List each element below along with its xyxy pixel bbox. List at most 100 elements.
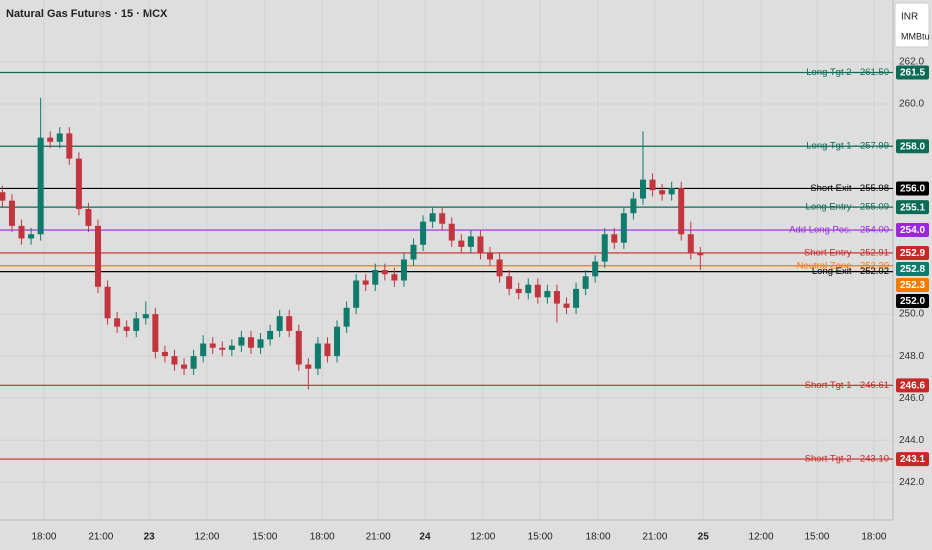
- level-label: Short Exit - 255.98: [810, 183, 889, 194]
- candle-body: [515, 288, 522, 294]
- candle-body: [295, 330, 302, 365]
- x-tick-label: 21:00: [366, 532, 391, 543]
- candle-body: [85, 209, 92, 226]
- candle-body: [181, 364, 188, 369]
- candle-body: [219, 347, 226, 350]
- candle-body: [142, 314, 149, 319]
- candle-body: [8, 200, 15, 226]
- candle-body: [678, 188, 685, 235]
- candle-body: [56, 133, 63, 142]
- candle-body: [104, 286, 111, 319]
- price-badge-label: 258.0: [900, 141, 925, 152]
- y-tick-label: 244.0: [899, 435, 924, 446]
- price-badge: [896, 378, 929, 393]
- candle-body: [228, 345, 235, 350]
- candle-body: [649, 179, 656, 191]
- candle-body: [353, 280, 360, 308]
- price-badge-label: 246.6: [900, 380, 925, 391]
- level-label: Short Entry - 252.91: [804, 247, 889, 258]
- x-tick-label: 21:00: [88, 532, 113, 543]
- price-badge-label: 252.8: [900, 264, 925, 275]
- candle-body: [534, 284, 541, 298]
- candle-body: [544, 290, 551, 298]
- y-tick-label: 262.0: [899, 57, 924, 68]
- candle-body: [152, 314, 159, 352]
- candle-body: [161, 351, 168, 357]
- price-badge: [896, 277, 929, 292]
- x-tick-label: 23: [144, 532, 156, 543]
- candle-body: [496, 259, 503, 277]
- level-label: Long Exit - 252.02: [812, 266, 889, 277]
- candle-body: [487, 253, 494, 260]
- candle-body: [525, 284, 532, 294]
- price-badge: [896, 245, 929, 260]
- candle-body: [123, 326, 130, 331]
- x-tick-label: 12:00: [470, 532, 495, 543]
- candle-body: [171, 356, 178, 365]
- candle-body: [362, 280, 369, 285]
- candle-body: [458, 240, 465, 247]
- currency: INR: [901, 12, 918, 23]
- candle-body: [114, 318, 121, 327]
- price-badge: [896, 452, 929, 467]
- candle-body: [697, 253, 704, 256]
- candle-body: [28, 234, 35, 239]
- chart-title: Natural Gas Futures · 15 · MCX: [6, 8, 168, 20]
- price-badge-label: 254.0: [900, 225, 925, 236]
- candle-body: [257, 339, 264, 348]
- price-badge: [896, 223, 929, 238]
- price-badge: [896, 139, 929, 154]
- candle-body: [630, 198, 637, 214]
- unit-box[interactable]: [894, 2, 930, 48]
- candle-body: [334, 326, 341, 357]
- candle-body: [286, 316, 293, 331]
- candle-body: [343, 307, 350, 327]
- candle-body: [66, 133, 73, 159]
- price-badge: [896, 261, 929, 276]
- x-tick-label: 18:00: [861, 532, 886, 543]
- candle-body: [448, 223, 455, 241]
- price-badge: [896, 65, 929, 80]
- price-badge: [896, 200, 929, 215]
- x-tick-label: 21:00: [642, 532, 667, 543]
- level-label: Long Tgt 1 - 257.99: [806, 141, 889, 152]
- x-tick-label: 25: [698, 532, 710, 543]
- candle-body: [563, 303, 570, 308]
- candle-body: [410, 244, 417, 260]
- candle-body: [592, 261, 599, 277]
- price-badge: [896, 181, 929, 196]
- level-label: Add Long Pos. - 254.00: [789, 225, 889, 236]
- y-tick-label: 242.0: [899, 477, 924, 488]
- level-label: Short Tgt 1 - 246.61: [805, 380, 889, 391]
- candle-body: [467, 236, 474, 247]
- price-badge-label: 252.0: [900, 296, 925, 307]
- candle-body: [659, 190, 666, 195]
- y-tick-label: 260.0: [899, 99, 924, 110]
- x-tick-label: 15:00: [804, 532, 829, 543]
- candle-body: [305, 364, 312, 369]
- y-tick-label: 246.0: [899, 393, 924, 404]
- candle-body: [18, 225, 25, 239]
- candle-body: [620, 213, 627, 243]
- candle-body: [372, 269, 379, 285]
- candle-body: [200, 343, 207, 357]
- candle-body: [601, 234, 608, 262]
- candle-body: [639, 179, 646, 199]
- candle-body: [47, 137, 54, 142]
- price-badge-label: 256.0: [900, 184, 925, 195]
- price-badge-label: 255.1: [900, 202, 925, 213]
- candle-body: [477, 236, 484, 254]
- candle-body: [381, 269, 388, 275]
- candle-body: [400, 259, 407, 281]
- candle-body: [439, 213, 446, 224]
- unit: MMBtu: [901, 31, 930, 41]
- price-badge-label: 252.3: [900, 280, 925, 291]
- x-tick-label: 15:00: [252, 532, 277, 543]
- candle-body: [238, 337, 245, 346]
- candle-body: [190, 356, 197, 369]
- level-label: Long Tgt 2 - 261.50: [806, 67, 889, 78]
- candle-body: [75, 158, 82, 210]
